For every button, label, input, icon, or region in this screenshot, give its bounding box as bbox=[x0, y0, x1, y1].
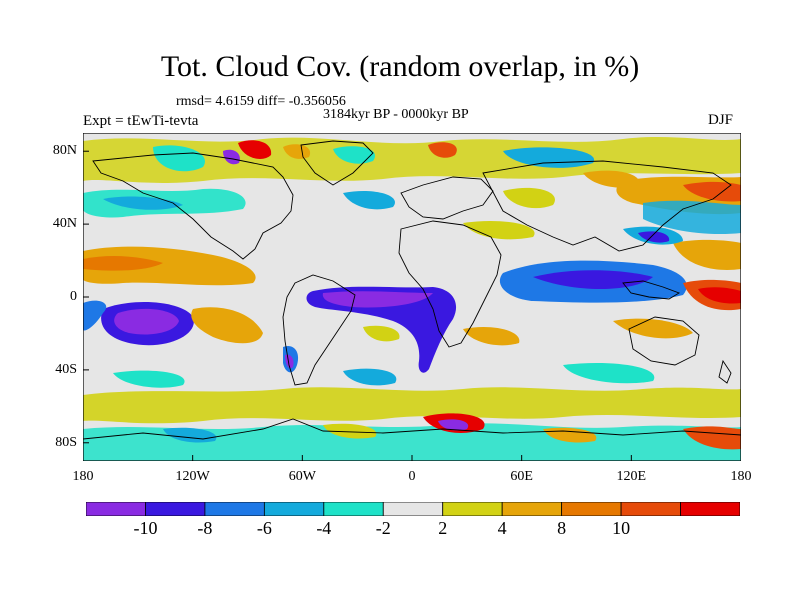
anomaly-region bbox=[343, 368, 397, 386]
anomaly-region bbox=[323, 423, 377, 439]
chart-title: Tot. Cloud Cov. (random overlap, in %) bbox=[160, 50, 640, 83]
latitude-tick-label: 40N bbox=[52, 216, 77, 232]
anomaly-region bbox=[306, 286, 457, 373]
latitude-tick-label: 40S bbox=[55, 361, 77, 377]
colorbar-tick-label: 8 bbox=[557, 518, 567, 538]
coastline-antarctica bbox=[83, 418, 741, 440]
longitude-tick-label: 180 bbox=[730, 469, 752, 484]
colorbar-segment bbox=[561, 502, 622, 516]
anomaly-region bbox=[638, 231, 670, 243]
anomaly-region bbox=[503, 147, 595, 168]
anomaly-region bbox=[463, 220, 535, 240]
anomaly-region bbox=[363, 325, 400, 342]
latitude-tickmarks bbox=[83, 150, 89, 444]
latitude-tick-label: 80S bbox=[55, 434, 77, 450]
colorbar-segment bbox=[263, 502, 325, 516]
colorbar-segment bbox=[501, 502, 563, 516]
colorbar-tick-label: 10 bbox=[612, 518, 631, 538]
longitude-tick-label: 120W bbox=[175, 469, 210, 484]
stats-text: rmsd= 4.6159 diff= -0.356056 bbox=[176, 94, 346, 109]
period-text: 3184kyr BP - 0000kyr BP bbox=[323, 107, 469, 122]
colorbar-segment bbox=[382, 502, 444, 516]
longitude-tick-label: 0 bbox=[408, 469, 416, 484]
longitude-tick-label: 180 bbox=[72, 469, 94, 484]
experiment-label: Expt = tEwTi-tevta bbox=[83, 113, 199, 129]
anomaly-region bbox=[283, 144, 311, 159]
coastline-south-america bbox=[282, 274, 356, 386]
latitude-tick-label: 0 bbox=[70, 289, 77, 304]
anomaly-region bbox=[113, 370, 185, 388]
anomaly-region bbox=[114, 308, 179, 335]
colorbar-tick-label: -8 bbox=[197, 518, 213, 538]
coastline-australia bbox=[628, 316, 700, 366]
colorbar-segment bbox=[680, 502, 740, 516]
anomaly-region bbox=[322, 291, 433, 308]
colorbar-segment bbox=[204, 502, 265, 516]
colorbar-segment bbox=[620, 502, 681, 516]
anomaly-region bbox=[673, 239, 741, 270]
anomaly-region bbox=[503, 187, 555, 209]
anomaly-region bbox=[428, 142, 457, 158]
anomaly-region bbox=[463, 326, 520, 346]
anomaly-region bbox=[683, 181, 741, 202]
coastline-new-zealand bbox=[718, 359, 732, 384]
colorbar-segment bbox=[323, 502, 384, 516]
colorbar-tick-label: -2 bbox=[375, 518, 391, 538]
coastlines bbox=[83, 140, 741, 440]
colorbar-tick-label: -4 bbox=[316, 518, 332, 538]
anomaly-region bbox=[613, 318, 693, 339]
anomaly-region bbox=[643, 200, 741, 235]
colorbar-tick-label: 4 bbox=[497, 518, 507, 538]
colorbar-segment bbox=[86, 502, 146, 516]
coastline-north-america bbox=[92, 152, 294, 260]
anomaly-region bbox=[153, 145, 205, 172]
anomaly-region bbox=[438, 419, 469, 431]
longitude-tickmarks bbox=[83, 455, 741, 461]
anomaly-region bbox=[83, 300, 107, 331]
anomaly-region bbox=[191, 307, 263, 344]
cloud-cover-map bbox=[83, 133, 741, 461]
colorbar-segment bbox=[145, 502, 206, 516]
colorbar-tick-label: -6 bbox=[256, 518, 272, 538]
coastline-europe bbox=[400, 176, 494, 220]
anomaly-region bbox=[563, 362, 655, 384]
anomaly-region bbox=[83, 387, 741, 424]
coastline-asia bbox=[482, 160, 732, 252]
anomaly-region bbox=[583, 170, 640, 188]
season-label: DJF bbox=[708, 112, 734, 128]
coastline-indonesia bbox=[622, 280, 681, 300]
anomaly-region bbox=[83, 246, 256, 286]
colorbar bbox=[86, 502, 740, 516]
anomaly-region bbox=[698, 287, 741, 304]
colorbar-tick-label: 2 bbox=[438, 518, 448, 538]
coastline-africa bbox=[398, 220, 502, 348]
longitude-tick-label: 120E bbox=[616, 469, 647, 484]
anomaly-region bbox=[285, 354, 294, 369]
anomaly-region bbox=[333, 146, 375, 164]
coastline-greenland bbox=[300, 140, 374, 186]
longitude-tick-label: 60E bbox=[510, 469, 533, 484]
anomaly-region bbox=[223, 149, 240, 165]
anomaly-region bbox=[83, 256, 163, 271]
anomaly-region bbox=[533, 270, 653, 289]
anomaly-region bbox=[343, 190, 395, 210]
colorbar-segment bbox=[442, 502, 503, 516]
latitude-tick-label: 80N bbox=[52, 143, 77, 159]
colorbar-tick-label: -10 bbox=[133, 518, 158, 538]
longitude-tick-label: 60W bbox=[288, 469, 316, 484]
anomaly-region bbox=[238, 140, 272, 159]
